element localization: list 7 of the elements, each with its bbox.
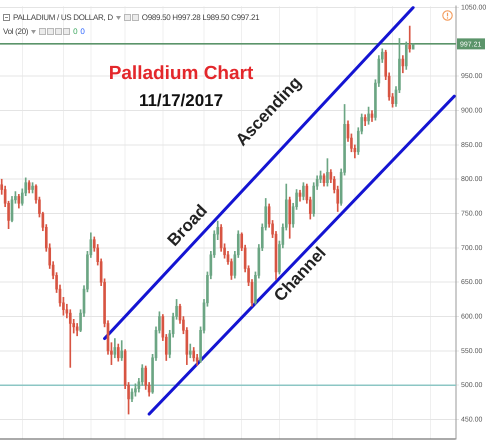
annotation: 0 [73,27,78,36]
annotation: 0 [80,27,84,36]
text: 11/17/2017 [138,91,224,110]
annotation: PALLADIUM / US DOLLAR, D [13,13,113,22]
annotation: O989.50 H997.28 L989.50 C997.21 [142,13,260,22]
annotation: Vol (20) [3,27,28,36]
text: Palladium Chart [108,63,254,84]
